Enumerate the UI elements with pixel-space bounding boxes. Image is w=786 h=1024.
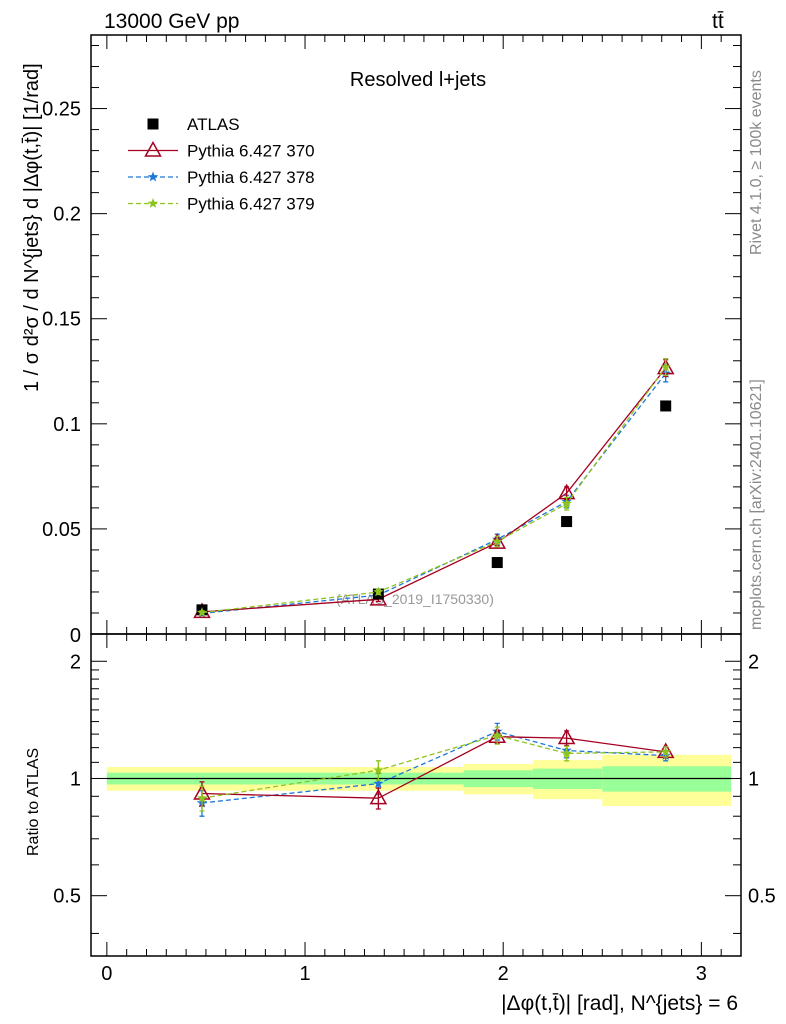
ratio-y-tick-label-right: 0.5: [748, 886, 776, 908]
main-pythia-6-427-379-point: [373, 586, 384, 597]
main-atlas-point: [491, 557, 503, 569]
main-y-tick-label: 0.05: [42, 519, 81, 541]
ratio-pythia-6-427-370-point: [369, 788, 388, 805]
ratio-y-tick-label: 2: [70, 651, 81, 673]
legend-marker-pythia-6-427-378: [147, 171, 159, 182]
main-y-tick-label: 0: [70, 625, 81, 647]
main-pythia-6-427-379-point: [660, 361, 671, 372]
ratio-y-axis-label: Ratio to ATLAS: [25, 748, 42, 856]
ratio-pythia-6-427-379-point: [492, 729, 503, 740]
legend-marker-pythia-6-427-370: [144, 140, 162, 157]
energy-label: 13000 GeV pp: [104, 10, 239, 33]
main-panel: (ATLAS_2019_I1750330) 0.05 0.1 0.15 0.2 0.25…: [21, 34, 742, 647]
ratio-frame: [90, 633, 742, 957]
mcplots-label: mcplots.cern.ch [arXiv:2401.10621]: [748, 379, 765, 630]
ratio-pythia-6-427-379-point: [660, 746, 671, 757]
ratio-pythia-6-427-379-point: [196, 792, 208, 803]
process-label: tt̄: [712, 10, 724, 33]
main-pythia-6-427-378-line: [201, 373, 667, 615]
ratio-pythia-6-427-379-point: [561, 747, 572, 758]
main-pythia-6-427-370-point: [488, 533, 507, 549]
x-tick-label: 2: [498, 963, 509, 985]
legend-label-pythia-6-427-379: Pythia 6.427 379: [187, 195, 315, 214]
legend-label-pythia-6-427-370: Pythia 6.427 370: [187, 142, 315, 161]
legend: ATLAS Pythia 6.427 370 Pythia 6.427 378 Pyt…: [128, 115, 315, 214]
main-pythia-6-427-379-point: [561, 498, 572, 509]
ratio-pythia-6-427-378-point: [373, 778, 384, 789]
legend-label-pythia-6-427-378: Pythia 6.427 378: [187, 168, 315, 187]
ratio-y-tick-label: 0.5: [53, 886, 81, 908]
ratio-panel: 0.5 0.5 1 1 2 2 0 1 2 3 Ratio to ATLAS |Δφ(t,t̄)|…: [25, 633, 776, 1015]
x-tick-label: 0: [101, 963, 112, 985]
ratio-pythia-6-427-379-point: [373, 764, 384, 775]
main-pythia-6-427-379-point: [492, 536, 503, 546]
main-y-tick-label: 0.1: [53, 414, 81, 436]
ratio-y-tick-label-right: 1: [748, 768, 759, 790]
main-pythia-6-427-379-point: [196, 607, 208, 617]
main-atlas-point: [660, 400, 672, 412]
ratio-y-tick-label: 1: [70, 768, 81, 790]
main-y-tick-label: 0.15: [42, 309, 81, 331]
main-watermark: (ATLAS_2019_I1750330): [336, 591, 494, 607]
main-pythia-6-427-379-line: [201, 366, 667, 614]
ratio-y-tick-label-right: 2: [748, 651, 759, 673]
main-y-tick-label: 0.2: [53, 204, 81, 226]
x-axis-label: |Δφ(t,t̄)| [rad], N^{jets} = 6: [501, 992, 738, 1015]
legend-marker-atlas: [147, 118, 159, 130]
rivet-label: Rivet 4.1.0, ≥ 100k events: [748, 70, 765, 255]
x-tick-label: 3: [696, 963, 707, 985]
main-y-axis-label: 1 / σ d²σ / d N^{jets} d |Δφ(t,t̄)| [1/r…: [21, 63, 43, 392]
main-atlas-point: [561, 516, 573, 528]
main-title: Resolved l+jets: [350, 69, 486, 91]
main-pythia-6-427-370-line: [201, 367, 667, 613]
main-y-tick-label: 0.25: [42, 99, 81, 121]
legend-label-atlas: ATLAS: [187, 115, 240, 134]
legend-marker-pythia-6-427-379: [147, 198, 159, 208]
ratio-pythia-6-427-370-point: [557, 728, 576, 745]
x-tick-label: 1: [299, 963, 310, 985]
